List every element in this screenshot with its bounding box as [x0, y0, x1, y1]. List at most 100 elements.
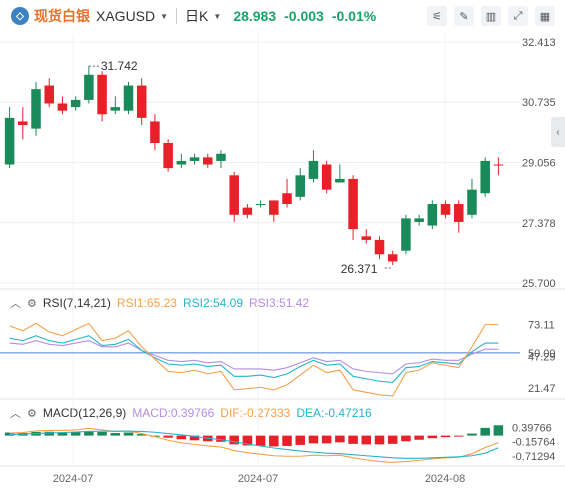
macd-histogram-bar [44, 431, 54, 436]
candle-body [308, 160, 319, 179]
rsi3-line [9, 340, 499, 375]
candle-body [18, 121, 28, 126]
macd-histogram-bar [123, 432, 134, 436]
candle-body [295, 175, 305, 197]
macd-histogram-bar [216, 435, 226, 442]
rsi1-value: RSI1:65.23 [116, 296, 177, 310]
macd-histogram-bar [189, 435, 200, 441]
y-tick-label: 30.735 [522, 97, 556, 109]
toolbar: ⚟ ✎ ▥ ⤢ ▦ [427, 6, 555, 26]
candle-body [454, 204, 464, 222]
symbol-name[interactable]: 现货白银 [34, 8, 90, 24]
candle-body [427, 204, 438, 226]
candle-body [216, 153, 226, 161]
top-bar: ◇ 现货白银 XAGUSD ▼ 日K ▼ 28.983 -0.003 -0.01… [0, 0, 565, 32]
period-selector[interactable]: 日K [185, 8, 209, 24]
rsi-label-row: ︿ ⚙ RSI(7,14,21) RSI1:65.23 RSI2:54.09 R… [10, 295, 309, 311]
macd-label-row: ︿ ⚙ MACD(12,26,9) MACD:0.39766 DIF:-0.27… [10, 405, 372, 421]
candle-body [414, 218, 424, 222]
y-tick-label: 32.413 [522, 37, 556, 49]
collapse-icon[interactable]: ︿ [10, 408, 21, 420]
macd-histogram-bar [97, 432, 107, 436]
macd-histogram-bar [110, 433, 121, 436]
macd-histogram-bar [242, 435, 253, 446]
last-price: 28.983 [233, 8, 277, 24]
silver-logo-icon: ◇ [11, 7, 29, 25]
gear-icon[interactable]: ⚙ [27, 297, 37, 310]
candle-body [480, 160, 490, 194]
y-tick-label: 29.056 [522, 158, 556, 170]
macd-dea-line [9, 430, 499, 459]
macd-histogram-bar [136, 434, 147, 436]
macd-histogram-bar [295, 435, 305, 445]
price-change: -0.003 [284, 8, 324, 24]
macd-histogram-bar [401, 435, 411, 442]
macd-histogram-bar [480, 427, 490, 436]
macd-histogram-bar [308, 435, 319, 444]
grid-lines [0, 34, 520, 466]
macd-histogram-bar [70, 432, 81, 436]
macd-histogram-bar [321, 435, 332, 444]
macd-y-tick: -0.15764 [512, 437, 555, 449]
high-price-label: 31.742 [101, 59, 138, 73]
symbol-dropdown-icon[interactable]: ▼ [160, 11, 169, 21]
price-change-percent: -0.01% [331, 8, 377, 24]
candle-body [123, 85, 134, 111]
y-tick-label: 27.378 [522, 218, 556, 230]
candle-body [203, 157, 213, 165]
candle-body [136, 85, 147, 118]
rsi-y-tick: 21.47 [528, 383, 556, 395]
candle-body [44, 85, 54, 104]
macd-histogram-bar [440, 435, 451, 438]
fullscreen-icon[interactable]: ⤢ [508, 6, 528, 26]
dea-value: DEA:-0.47216 [296, 406, 372, 420]
candle-body [176, 160, 187, 165]
candle-body [321, 164, 332, 190]
rsi1-line [9, 322, 499, 397]
candle-body [335, 178, 345, 183]
rsi2-value: RSI2:54.09 [182, 296, 244, 310]
macd-histogram-bar [335, 435, 345, 443]
expand-panel-icon[interactable]: ‹ [551, 117, 565, 147]
x-axis-label: 2024-07 [238, 473, 278, 485]
macd-value: MACD:0.39766 [132, 406, 215, 420]
axis-labels: 32.413 30.735 29.056 27.378 25.700 31.742 26.3… [53, 37, 556, 485]
macd-histogram-bar [348, 435, 358, 444]
dif-value: DIF:-0.27333 [220, 406, 291, 420]
macd-histogram-bar [84, 430, 94, 436]
macd-histogram-bar [282, 435, 292, 446]
candle-body [70, 99, 81, 108]
candle-style-icon[interactable]: ▥ [481, 6, 501, 26]
x-axis-label: 2024-08 [425, 473, 465, 485]
macd-histogram-bar [176, 435, 187, 440]
candle-body [361, 236, 372, 240]
candle-body [84, 74, 94, 100]
collapse-icon[interactable]: ︿ [10, 298, 21, 310]
candle-body [269, 200, 279, 215]
rsi-y-tick: 47.29 [528, 351, 556, 363]
macd-histogram-bar [163, 435, 173, 438]
drawing-tool-icon[interactable]: ✎ [454, 6, 474, 26]
candle-body [31, 89, 41, 129]
candle-body [401, 218, 411, 251]
indicator-settings-icon[interactable]: ⚟ [427, 6, 447, 26]
macd-histogram-bar [414, 435, 424, 440]
candle-body [467, 189, 477, 215]
period-dropdown-icon[interactable]: ▼ [213, 11, 222, 21]
rsi-lines-group [0, 322, 520, 397]
candle-body [493, 164, 504, 166]
rsi2-line [9, 335, 499, 384]
candle-body [387, 254, 398, 262]
macd-title: MACD(12,26,9) [42, 406, 127, 420]
low-price-label: 26.371 [341, 262, 378, 276]
macd-y-tick: -0.71294 [512, 451, 555, 463]
symbol-code[interactable]: XAGUSD [96, 8, 156, 24]
gear-icon[interactable]: ⚙ [27, 407, 37, 420]
layout-icon[interactable]: ▦ [535, 6, 555, 26]
macd-histogram-bar [493, 425, 504, 436]
candle-body [4, 117, 15, 165]
candle-body [57, 103, 68, 111]
x-axis-label: 2024-07 [53, 473, 93, 485]
macd-histogram-bar [361, 435, 372, 445]
